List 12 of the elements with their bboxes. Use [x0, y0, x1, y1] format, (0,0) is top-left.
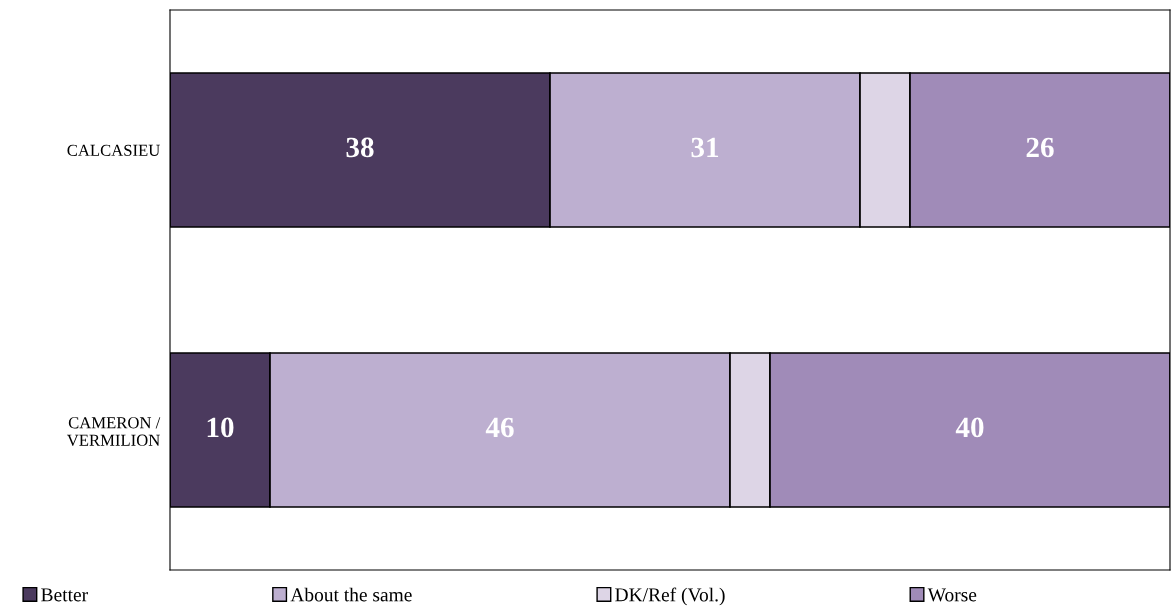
data-label: 10	[207, 417, 234, 438]
legend-label: Worse	[927, 588, 977, 602]
legend-label: Better	[41, 588, 88, 602]
data-label: 40	[955, 417, 984, 438]
y-tick-label: CAMERON / VERMILION	[66, 417, 161, 446]
data-label: 46	[485, 417, 514, 438]
legend-label: DK/Ref (Vol.)	[615, 587, 725, 606]
data-label: 31	[691, 137, 719, 158]
data-label: 26	[1026, 137, 1054, 158]
data-label: 38	[346, 137, 374, 158]
y-tick-label: CALCASIEU	[67, 144, 160, 156]
legend-label: About the same	[290, 587, 412, 602]
